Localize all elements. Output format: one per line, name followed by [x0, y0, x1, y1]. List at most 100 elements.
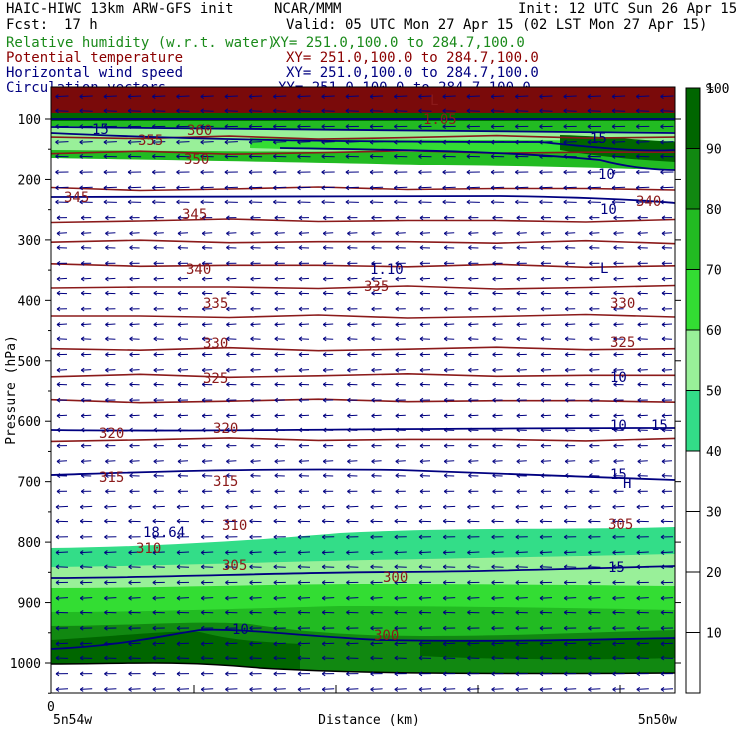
vector-head	[587, 153, 592, 159]
x-tick-label-start: 0	[47, 700, 55, 715]
vector-head	[322, 427, 327, 433]
vector-head	[104, 564, 108, 570]
vector-head	[613, 443, 617, 449]
vector-head	[540, 215, 545, 221]
vector-shaft	[153, 277, 164, 280]
vector-shaft	[394, 642, 407, 645]
vector-head	[588, 580, 592, 586]
vector-head	[298, 381, 303, 387]
vector-head	[200, 518, 205, 524]
vector-head	[661, 443, 666, 449]
vector-shaft	[636, 642, 649, 645]
vector-shaft	[540, 414, 552, 417]
vector-head	[105, 352, 109, 358]
contour-label: 340	[636, 194, 661, 210]
contour-label: 10	[600, 202, 617, 218]
vector-head	[201, 336, 206, 342]
vector-head	[588, 504, 592, 510]
vector-head	[321, 199, 325, 205]
vector-head	[660, 169, 664, 175]
vector-shaft	[249, 688, 262, 690]
vector-head	[467, 580, 471, 586]
vector-head	[127, 124, 132, 130]
vector-shaft	[371, 460, 382, 462]
vector-head	[153, 260, 158, 266]
vector-head	[466, 153, 471, 159]
vector-head	[322, 443, 327, 449]
vector-head	[250, 427, 254, 433]
vector-shaft	[660, 141, 674, 143]
vector-shaft	[589, 323, 600, 326]
vector-head	[564, 397, 569, 403]
vector-head	[442, 199, 446, 205]
vector-head	[613, 215, 617, 221]
circulation-vectors	[55, 94, 674, 692]
vector-shaft	[297, 597, 311, 599]
vector-shaft	[660, 505, 674, 508]
vector-head	[637, 381, 642, 387]
vector-head	[540, 458, 545, 464]
vector-head	[588, 595, 592, 601]
vector-head	[490, 124, 495, 130]
vector-head	[274, 458, 279, 464]
vector-shaft	[323, 369, 334, 371]
vector-head	[394, 153, 398, 159]
vector-head	[249, 609, 253, 615]
vector-shaft	[177, 414, 189, 417]
vector-head	[273, 580, 278, 586]
vector-shaft	[55, 688, 69, 690]
vector-shaft	[370, 642, 383, 645]
vector-head	[371, 322, 375, 328]
vector-head	[80, 245, 85, 251]
vector-head	[636, 625, 641, 631]
vector-shaft	[298, 277, 310, 280]
contour-label: 15	[92, 122, 109, 138]
vector-head	[298, 473, 303, 479]
vector-shaft	[80, 505, 93, 508]
vector-shaft	[128, 597, 141, 599]
vector-head	[467, 609, 471, 615]
vector-head	[346, 595, 350, 601]
vector-shaft	[200, 95, 214, 98]
vector-head	[589, 260, 593, 266]
vector-head	[226, 367, 230, 373]
vector-head	[176, 550, 181, 556]
vector-shaft	[589, 460, 600, 462]
vector-head	[371, 215, 375, 221]
vector-head	[467, 504, 471, 510]
vector-head	[347, 367, 351, 373]
vector-head	[80, 322, 85, 328]
vector-head	[248, 185, 253, 191]
vector-head	[79, 609, 84, 615]
vector-shaft	[297, 95, 311, 98]
vector-head	[564, 260, 569, 266]
vector-head	[661, 458, 666, 464]
vector-head	[201, 322, 206, 328]
vector-head	[273, 124, 277, 130]
vector-head	[370, 580, 374, 586]
vector-shaft	[346, 642, 359, 645]
vector-head	[225, 609, 229, 615]
vector-shaft	[444, 232, 455, 234]
vector-head	[613, 488, 617, 494]
vector-head	[442, 595, 447, 601]
vector-shaft	[612, 642, 625, 645]
vector-head	[370, 641, 374, 647]
vector-head	[55, 580, 60, 586]
vector-head	[468, 260, 472, 266]
vector-shaft	[323, 232, 334, 234]
vector-shaft	[637, 414, 648, 417]
vector-shaft	[55, 551, 69, 554]
vector-head	[490, 153, 495, 159]
vector-head	[515, 518, 520, 524]
vector-shaft	[226, 369, 237, 371]
vector-head	[79, 671, 84, 677]
vector-head	[152, 625, 157, 631]
vector-head	[177, 322, 182, 328]
vector-head	[80, 306, 85, 312]
vector-head	[298, 230, 303, 236]
vector-head	[321, 108, 325, 114]
vector-head	[418, 153, 422, 159]
vector-head	[563, 185, 567, 191]
vector-head	[613, 336, 617, 342]
